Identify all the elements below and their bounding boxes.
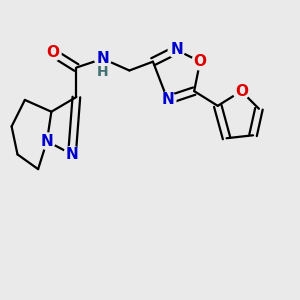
- Circle shape: [159, 92, 176, 108]
- Circle shape: [45, 45, 61, 61]
- Text: N: N: [170, 42, 183, 57]
- Circle shape: [192, 53, 208, 70]
- Circle shape: [168, 42, 185, 58]
- Text: O: O: [46, 45, 59, 60]
- Text: N: N: [97, 51, 109, 66]
- Circle shape: [94, 50, 111, 67]
- Circle shape: [233, 83, 250, 99]
- Text: N: N: [161, 92, 174, 107]
- Circle shape: [64, 146, 80, 163]
- Text: O: O: [194, 54, 207, 69]
- Text: N: N: [40, 134, 53, 149]
- Circle shape: [39, 133, 55, 149]
- Text: N: N: [66, 147, 78, 162]
- Text: H: H: [97, 65, 109, 79]
- Text: O: O: [235, 84, 248, 99]
- Circle shape: [94, 64, 111, 80]
